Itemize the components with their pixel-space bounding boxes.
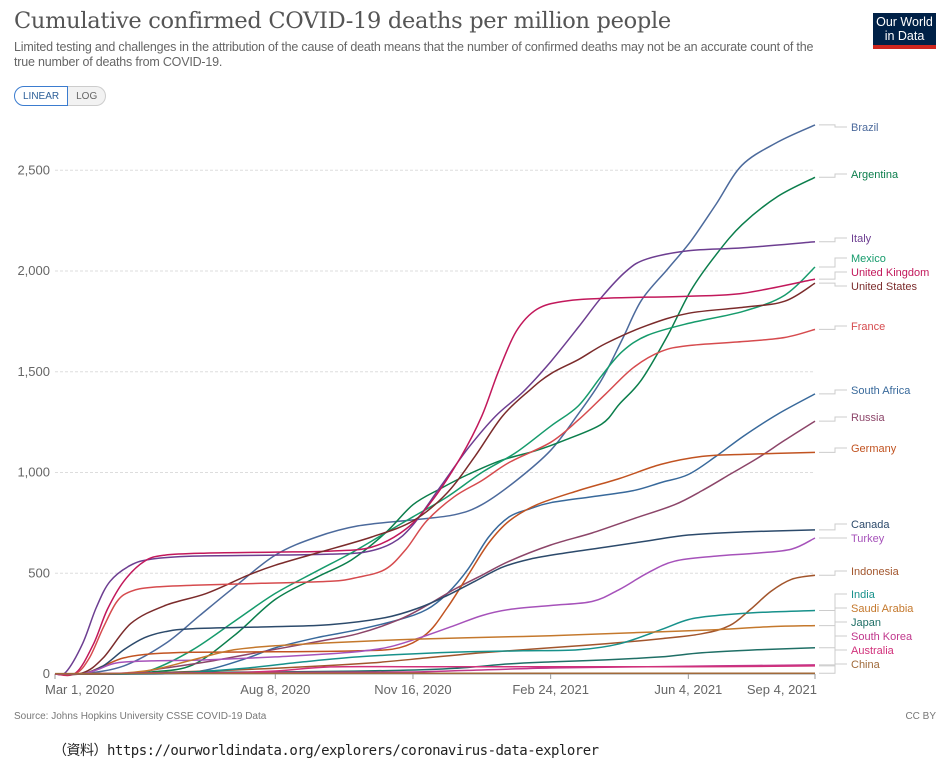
series-label[interactable]: Indonesia <box>851 566 900 578</box>
label-connector <box>819 325 847 330</box>
y-tick-label: 1,000 <box>17 465 50 480</box>
series-label[interactable]: South Africa <box>851 385 911 397</box>
series-label[interactable]: Argentina <box>851 169 899 181</box>
label-connector <box>819 621 847 649</box>
label-connector <box>819 124 847 128</box>
series-label[interactable]: United States <box>851 281 918 293</box>
label-connector <box>819 447 847 453</box>
x-tick-label: Nov 16, 2020 <box>374 682 451 697</box>
series-label[interactable]: Mexico <box>851 253 886 265</box>
logo-line-2: in Data <box>884 29 925 43</box>
label-connector <box>819 663 847 674</box>
series-line-south-africa[interactable] <box>54 393 816 675</box>
label-connectors <box>819 124 847 674</box>
label-connector <box>819 416 847 422</box>
series-line-russia[interactable] <box>54 420 816 675</box>
series-label[interactable]: Turkey <box>851 533 885 545</box>
log-scale-button[interactable]: LOG <box>68 86 107 106</box>
line-chart: 0 500 1,000 1,500 2,000 2,500 Mar 1, 2020 Aug … <box>17 122 929 697</box>
series-labels: Brazil Argentina Italy Mexico United Kingdom… <box>851 122 929 671</box>
x-tick-label: Mar 1, 2020 <box>45 682 114 697</box>
x-axis: Mar 1, 2020 Aug 8, 2020 Nov 16, 2020 Feb 24… <box>45 673 817 697</box>
label-connector <box>819 257 847 268</box>
series-label[interactable]: Brazil <box>851 122 879 134</box>
label-connector <box>819 271 847 280</box>
label-connector <box>819 570 847 576</box>
y-tick-label: 2,500 <box>17 162 50 177</box>
series-line-mexico[interactable] <box>54 266 816 676</box>
label-connector <box>819 173 847 178</box>
series-line-canada[interactable] <box>54 529 816 676</box>
series-label[interactable]: Saudi Arabia <box>851 603 914 615</box>
series-line-germany[interactable] <box>54 451 816 676</box>
series-label[interactable]: Australia <box>851 645 895 657</box>
y-tick-label: 2,000 <box>17 263 50 278</box>
source-note: Source: Johns Hopkins University CSSE CO… <box>14 711 267 722</box>
series-line-argentina[interactable] <box>54 176 816 675</box>
series-line-united-kingdom[interactable] <box>54 278 816 677</box>
linear-scale-button[interactable]: LINEAR <box>14 86 69 106</box>
series-label[interactable]: Italy <box>851 233 872 245</box>
series-label[interactable]: China <box>851 659 881 671</box>
series-lines <box>54 124 816 677</box>
chart-title: Cumulative confirmed COVID-19 deaths per… <box>14 8 671 34</box>
logo-line-1: Our World <box>876 15 933 29</box>
series-label[interactable]: Germany <box>851 443 897 455</box>
chart-subtitle: Limited testing and challenges in the at… <box>14 40 814 69</box>
label-connector <box>819 282 847 287</box>
label-connector <box>819 523 847 531</box>
series-label[interactable]: South Korea <box>851 631 913 643</box>
series-label[interactable]: India <box>851 589 876 601</box>
series-label[interactable]: Russia <box>851 412 886 424</box>
y-tick-label: 1,500 <box>17 364 50 379</box>
series-label[interactable]: Japan <box>851 617 881 629</box>
series-line-brazil[interactable] <box>54 124 816 676</box>
series-label[interactable]: Canada <box>851 519 890 531</box>
series-line-saudi-arabia[interactable] <box>54 624 816 675</box>
x-tick-label: Sep 4, 2021 <box>747 682 817 697</box>
series-line-united-states[interactable] <box>54 282 816 676</box>
y-tick-label: 500 <box>28 565 50 580</box>
source-url-note: （資料）https://ourworldindata.org/explorers… <box>53 743 599 759</box>
scale-toggle: LINEAR LOG <box>14 86 107 106</box>
x-tick-label: Aug 8, 2020 <box>240 682 310 697</box>
label-connector <box>819 607 847 627</box>
series-line-india[interactable] <box>54 609 816 675</box>
series-line-france[interactable] <box>54 328 816 676</box>
series-line-italy[interactable] <box>54 241 816 676</box>
owid-logo[interactable]: Our World in Data <box>873 13 936 49</box>
label-connector <box>819 389 847 395</box>
x-tick-label: Feb 24, 2021 <box>512 682 589 697</box>
series-line-turkey[interactable] <box>54 537 816 675</box>
series-label[interactable]: United Kingdom <box>851 267 929 279</box>
label-connector <box>819 237 847 243</box>
license-link[interactable]: CC BY <box>905 711 936 722</box>
y-tick-label: 0 <box>43 666 50 681</box>
gridlines <box>55 169 815 574</box>
y-axis: 0 500 1,000 1,500 2,000 2,500 <box>17 162 50 681</box>
label-connector <box>819 649 847 667</box>
series-label[interactable]: France <box>851 321 885 333</box>
x-tick-label: Jun 4, 2021 <box>654 682 722 697</box>
label-connector <box>819 593 847 611</box>
